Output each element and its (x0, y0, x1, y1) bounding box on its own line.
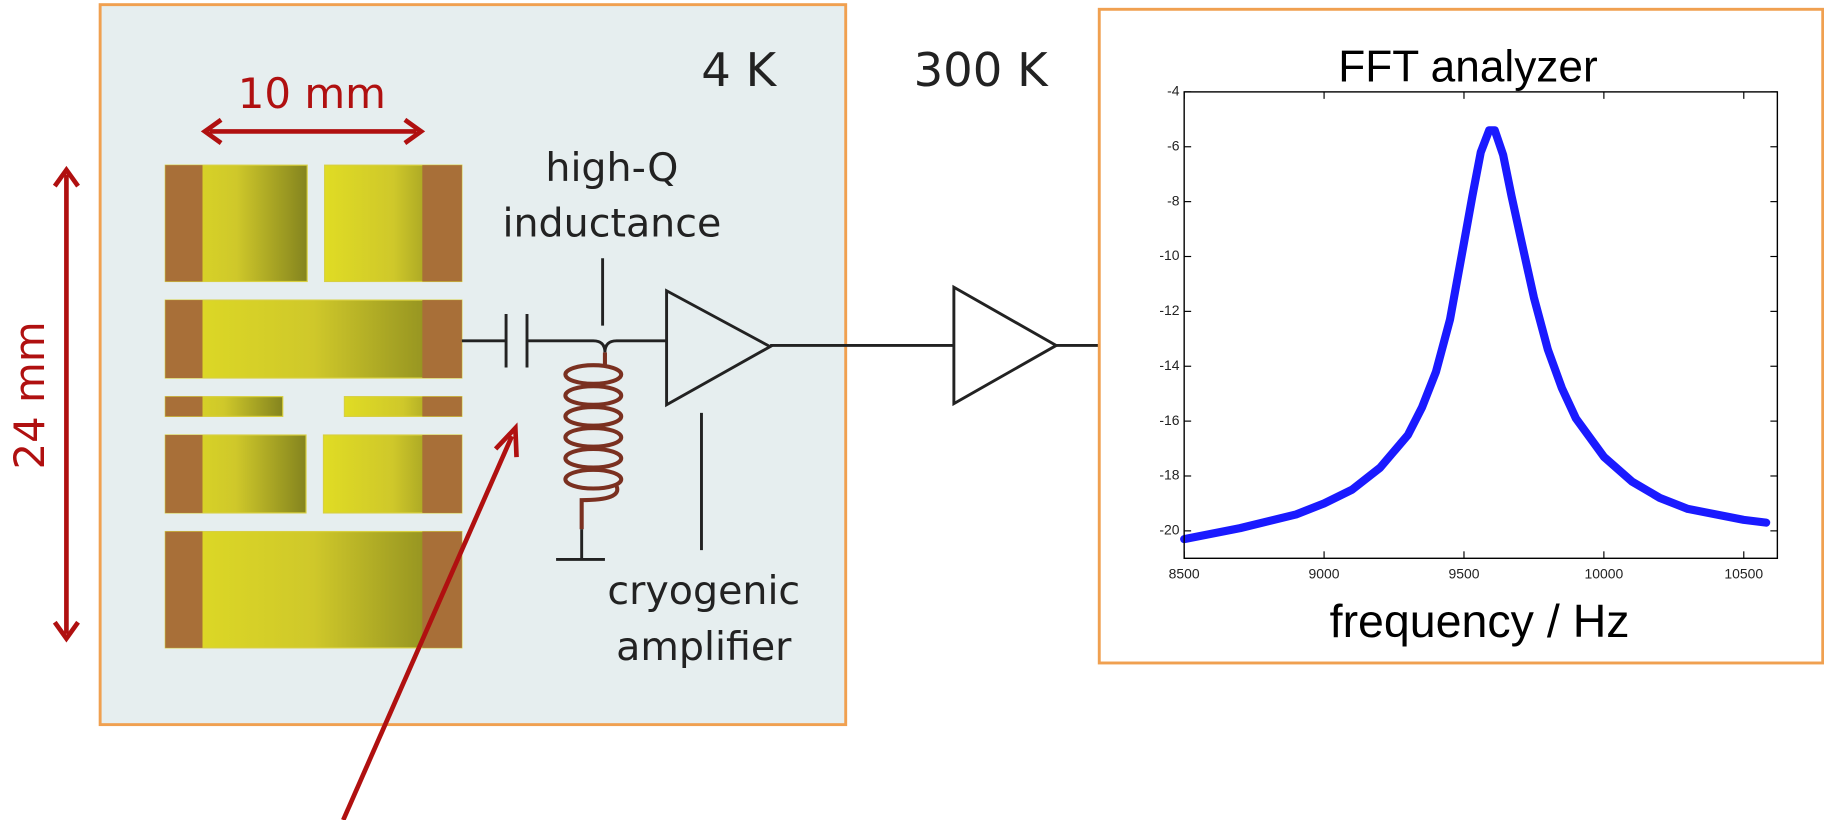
room-temp-label: 300 K (914, 43, 1050, 97)
fft-panel (1097, 7, 1824, 665)
y-tick-label: -16 (1159, 412, 1179, 428)
chart: -4 -6 -8 -10 -12 -14 -16 -18 -20 8500 9000 9500 1000… (1159, 83, 1779, 581)
y-tick-label: -10 (1159, 247, 1179, 263)
plot-frame (1183, 91, 1779, 559)
label-line: amplifier (616, 624, 792, 670)
cold-stage-label: 4 K (701, 43, 777, 97)
y-tick-label: -12 (1159, 302, 1179, 318)
y-tick-label: -20 (1159, 522, 1179, 538)
x-tick-label: 10500 (1724, 565, 1763, 581)
circuit (461, 258, 1100, 561)
label-line: high-Q (545, 144, 678, 190)
chart-title: FFT analyzer (1338, 42, 1597, 91)
y-tick-label: -18 (1159, 467, 1179, 483)
y-tick-label: -8 (1167, 192, 1180, 208)
x-tick-label: 9500 (1448, 565, 1479, 581)
trap-electrodes (164, 164, 463, 649)
height-label: 24 mm (5, 321, 54, 469)
x-tick-label: 10000 (1584, 565, 1623, 581)
y-tick-label: -4 (1167, 83, 1180, 99)
y-tick-label: -14 (1159, 357, 1179, 373)
inductance-label: high-Q inductance (503, 144, 722, 246)
x-tick-label: 9000 (1309, 565, 1340, 581)
x-axis-label: frequency / Hz (1330, 595, 1630, 647)
amplifier-label: cryogenic amplifier (607, 568, 800, 670)
x-tick-label: 8500 (1169, 565, 1200, 581)
width-label: 10 mm (238, 69, 386, 118)
label-line: cryogenic (607, 568, 800, 614)
label-line: inductance (503, 200, 722, 246)
y-tick-label: -6 (1167, 137, 1180, 153)
dimension-arrows (52, 117, 519, 820)
spectrum (1180, 126, 1771, 544)
